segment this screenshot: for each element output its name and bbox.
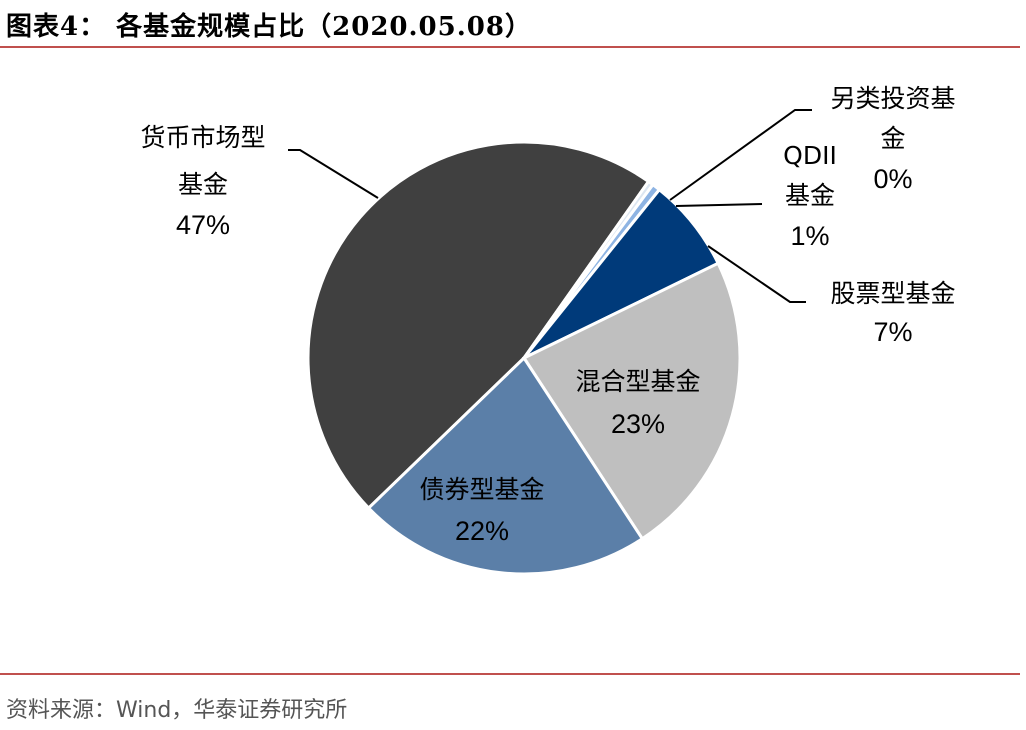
pie-slice-hybrid xyxy=(521,261,742,541)
slice-percent-hybrid: 23% xyxy=(611,409,665,439)
slice-percent-equity: 7% xyxy=(873,317,912,347)
leader-line-alternative xyxy=(669,109,812,201)
slice-label-equity: 股票型基金 xyxy=(830,279,955,308)
slice-label-money-market: 基金 xyxy=(178,170,228,199)
leader-line-qdii xyxy=(675,203,763,207)
leader-line-money-market xyxy=(288,149,379,199)
slice-label-bond: 债券型基金 xyxy=(419,475,544,504)
slice-percent-qdii: 1% xyxy=(790,221,829,251)
slice-label-alternative: 另类投资基 xyxy=(830,84,955,113)
pie-slice-money-market xyxy=(306,140,651,511)
slice-percent-alternative: 0% xyxy=(873,164,912,194)
page-title: 图表4： 各基金规模占比（2020.05.08） xyxy=(6,12,532,42)
leader-line-equity xyxy=(707,245,806,303)
slice-label-money-market: 货币市场型 xyxy=(140,123,265,152)
slice-label-qdii: QDII xyxy=(783,141,837,170)
slice-label-qdii: 基金 xyxy=(785,181,835,210)
slice-percent-bond: 22% xyxy=(455,516,509,546)
slice-percent-money-market: 47% xyxy=(176,210,230,240)
top-divider xyxy=(0,46,1020,48)
slice-label-alternative: 金 xyxy=(880,124,905,153)
slice-label-hybrid: 混合型基金 xyxy=(575,367,700,396)
pie-slice-bond xyxy=(366,355,645,576)
bottom-divider xyxy=(0,673,1020,675)
source-note: 资料来源：Wind，华泰证券研究所 xyxy=(6,698,348,723)
